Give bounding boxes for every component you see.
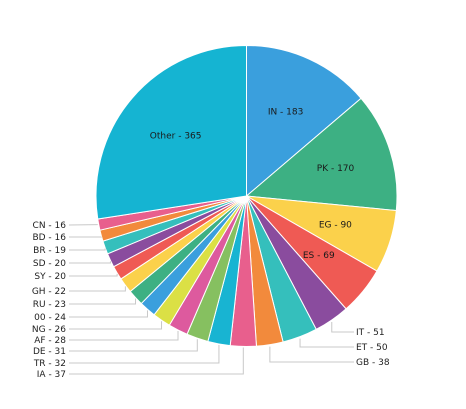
- leader-line-af: [69, 331, 179, 341]
- leader-line-ru: [69, 298, 137, 305]
- slice-label-ia: IA - 37: [37, 370, 66, 380]
- pie-slice-pk: [245, 97, 398, 212]
- leader-line-sd: [69, 261, 111, 264]
- slice-label-es: ES - 69: [303, 251, 335, 261]
- slice-label-sy: SY - 20: [34, 272, 66, 282]
- slice-label-cn: CN - 16: [33, 221, 67, 231]
- slice-label-et: ET - 50: [356, 343, 388, 353]
- leader-line-br: [69, 248, 106, 251]
- slice-label-tr: TR - 32: [33, 359, 66, 369]
- slice-label-other: Other - 365: [150, 131, 202, 141]
- slice-label-br: BR - 19: [33, 246, 66, 256]
- leader-line-de: [69, 339, 198, 352]
- slice-label-de: DE - 31: [33, 347, 66, 357]
- slice-label-sd: SD - 20: [33, 259, 66, 269]
- pie-slice-other: [95, 44, 247, 220]
- leader-line-gb: [269, 346, 354, 363]
- slice-label-ru: RU - 23: [33, 300, 66, 310]
- leader-line-ia: [69, 347, 244, 375]
- slice-label-00: 00 - 24: [34, 313, 66, 323]
- slice-label-gh: GH - 22: [32, 287, 66, 297]
- slice-label-in: IN - 183: [268, 107, 304, 117]
- slice-label-gb: GB - 38: [356, 358, 390, 368]
- slice-label-eg: EG - 90: [319, 220, 352, 230]
- leader-line-et: [299, 338, 354, 348]
- leader-line-ng: [69, 321, 163, 330]
- slice-label-ng: NG - 26: [32, 325, 66, 335]
- pie-slice-in: [246, 44, 362, 198]
- slice-label-bd: BD - 16: [32, 233, 66, 243]
- leader-line-tr: [69, 344, 220, 364]
- leader-line-sy: [69, 273, 118, 277]
- leader-line-gh: [69, 286, 126, 292]
- slice-label-it: IT - 51: [356, 328, 385, 338]
- slice-label-pk: PK - 170: [317, 164, 355, 174]
- leader-line-it: [331, 322, 354, 333]
- slice-label-af: AF - 28: [34, 336, 66, 346]
- leader-line-00: [69, 310, 148, 318]
